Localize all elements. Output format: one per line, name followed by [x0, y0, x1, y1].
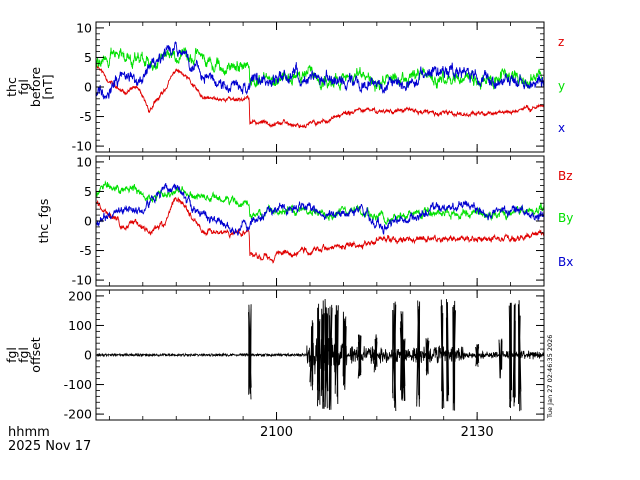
- creation-timestamp: Tue Jan 27 02:46:35 2026: [546, 335, 554, 419]
- date-label: 2025 Nov 17: [8, 439, 91, 454]
- spike-9: [357, 334, 362, 379]
- y-tick-label: -5: [80, 109, 92, 124]
- y-tick-label: 0: [84, 348, 92, 363]
- spike-23: [517, 300, 522, 412]
- plot-area: [96, 41, 544, 129]
- x-tick-label: 2100: [260, 425, 293, 440]
- legend-label-x: x: [558, 121, 565, 135]
- y-tick-label: 5: [84, 184, 92, 199]
- legend-label-bz: Bz: [558, 169, 573, 183]
- x-tick-label: 2130: [461, 425, 494, 440]
- spike-8: [342, 311, 347, 390]
- legend-label-z: z: [558, 35, 564, 49]
- spike-18: [452, 300, 456, 411]
- y-tick-label: 0: [84, 214, 92, 229]
- y-axis-label: before: [28, 67, 43, 108]
- y-tick-label: 5: [84, 50, 92, 65]
- y-axis-label: thc_fgs: [36, 199, 51, 244]
- spike-16: [440, 299, 445, 410]
- spike-17: [445, 298, 450, 402]
- time-axis-unit-label: hhmm: [8, 425, 50, 440]
- y-tick-label: 200: [68, 288, 92, 303]
- spike-5: [324, 298, 329, 409]
- series-line-bx: [96, 182, 544, 236]
- spike-20: [498, 338, 503, 379]
- spike-7: [334, 305, 339, 405]
- spike-1: [248, 304, 252, 400]
- series-line-bz: [96, 196, 544, 264]
- series-line-z: [96, 63, 544, 129]
- plot-area: [96, 298, 544, 412]
- y-axis-label: fgl: [4, 347, 19, 363]
- y-tick-label: -10: [72, 273, 92, 288]
- y-axis-label: fgl: [16, 347, 31, 363]
- panel-frame: [95, 155, 545, 287]
- y-tick-label: -10: [72, 139, 92, 154]
- y-axis-label: thc: [4, 77, 19, 97]
- panels-layer: zyx-10-50510thcfglbefore[nT]BzByBx-10-50…: [4, 20, 573, 440]
- spike-2: [309, 320, 314, 391]
- spike-15: [425, 337, 430, 376]
- y-tick-label: -200: [64, 407, 92, 422]
- panel-2: Bz By Bx -10 -5 0 5 10 thc_fgs: [36, 154, 573, 287]
- y-tick-label: 10: [76, 20, 92, 35]
- y-tick-label: -5: [80, 243, 92, 258]
- spike-11: [392, 301, 397, 412]
- spike-14: [416, 300, 421, 407]
- y-tick-label: 0: [84, 80, 92, 95]
- spike-6: [328, 304, 333, 410]
- y-tick-label: -100: [64, 377, 92, 392]
- legend-label-by: By: [558, 211, 573, 225]
- spike-10: [373, 334, 378, 373]
- series-line-x: [96, 41, 544, 100]
- y-tick-label: 10: [76, 154, 92, 169]
- y-axis-label: fgl: [16, 79, 31, 95]
- spike-3: [316, 303, 321, 407]
- legend-label-y: y: [558, 79, 565, 93]
- spike-21: [508, 302, 513, 409]
- spike-19: [475, 344, 480, 367]
- spike-22: [512, 303, 516, 407]
- y-axis-label: [nT]: [40, 74, 55, 99]
- y-axis-label: offset: [28, 337, 43, 372]
- spike-13: [401, 338, 406, 402]
- plot-area: [96, 180, 544, 264]
- legend-label-bx: Bx: [558, 255, 573, 269]
- y-tick-label: 100: [68, 318, 92, 333]
- spike-4: [320, 300, 325, 409]
